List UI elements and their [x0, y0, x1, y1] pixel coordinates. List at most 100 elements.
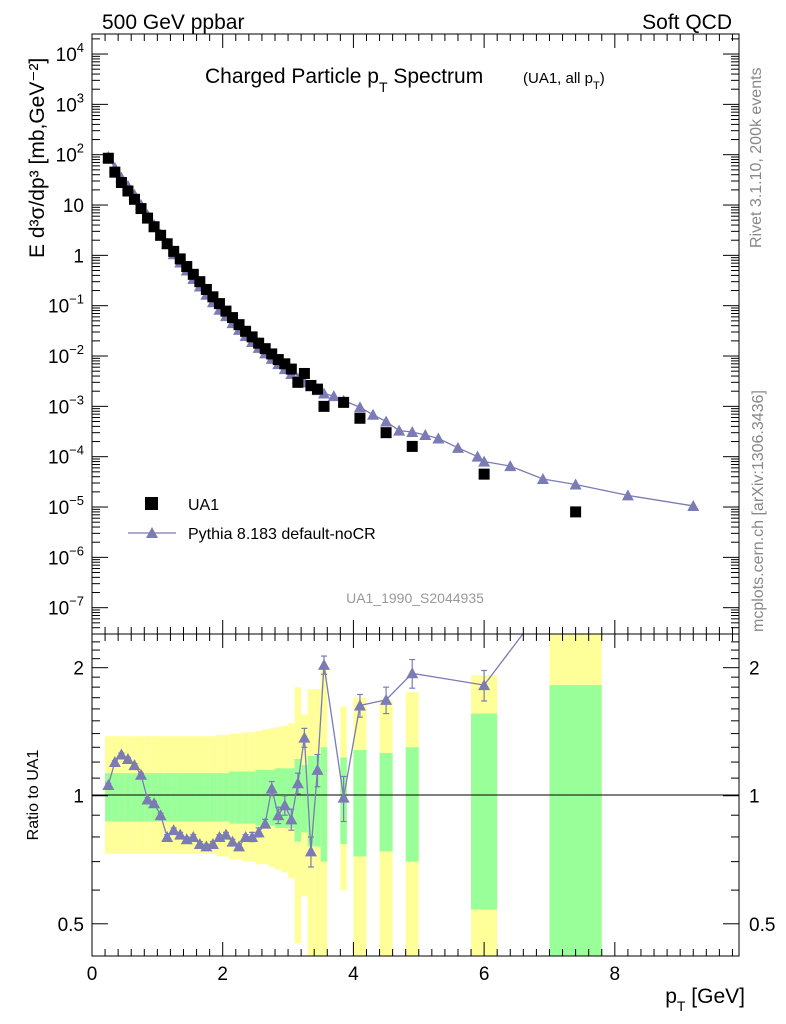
ratio-point: [128, 759, 141, 771]
band-inner: [261, 769, 269, 826]
ratio-y-tick-label: 2: [73, 659, 84, 680]
ua1-point: [200, 283, 212, 295]
header-left: 500 GeV ppbar: [102, 11, 244, 34]
ratio-point: [226, 835, 239, 847]
chart-subtitle: (UA1, all pT): [523, 70, 605, 92]
pythia-point: [327, 390, 340, 402]
band-inner: [196, 773, 204, 822]
ua1-point: [259, 343, 271, 355]
ratio-y-tick-label-right: 1: [749, 787, 760, 808]
header-right: Soft QCD: [642, 11, 732, 34]
legend-ua1-marker: [145, 497, 158, 510]
ratio-point: [337, 791, 350, 803]
y-tick-label: 1: [73, 246, 84, 267]
pythia-point: [318, 387, 331, 399]
ua1-point: [570, 506, 582, 518]
band-inner: [379, 753, 393, 852]
ratio-point: [115, 748, 128, 760]
ua1-point: [380, 427, 392, 439]
band-inner: [190, 773, 197, 822]
main-frame: [91, 33, 740, 635]
y-tick-label: 102: [56, 141, 84, 167]
ratio-ylabel: Ratio to UA1: [25, 750, 42, 841]
rivet-label: Rivet 3.1.10, 200k events: [748, 67, 765, 248]
ratio-y-tick-label-right: 2: [749, 659, 760, 680]
band-inner: [248, 771, 256, 824]
ratio-point: [108, 756, 121, 768]
band-inner: [314, 755, 321, 847]
ratio-point: [187, 830, 200, 842]
band-inner: [301, 765, 308, 833]
ratio-panel: 0 2 4 6 8 0.5 0.5 1 1 2 2 Ratio to UA1 pT [GeV]: [25, 558, 775, 1014]
ratio-point: [353, 699, 366, 711]
ratio-point: [318, 658, 331, 670]
legend-pythia-label: Pythia 8.183 default-noCR: [188, 526, 376, 543]
ratio-point: [174, 828, 187, 840]
ratio-y-tick-label: 1: [73, 787, 84, 808]
ratio-point: [148, 797, 161, 809]
ua1-point: [155, 229, 167, 241]
ua1-point: [279, 358, 291, 370]
band-inner: [268, 769, 275, 826]
ratio-point: [259, 817, 272, 829]
y-tick-label: 10−2: [48, 342, 84, 368]
band-inner: [294, 758, 302, 842]
x-tick-label: 6: [479, 964, 490, 985]
band-inner: [170, 773, 177, 822]
ua1-point: [233, 319, 245, 331]
pythia-line: [107, 156, 694, 507]
ratio-point: [233, 840, 246, 852]
ua1-point: [122, 185, 134, 197]
pythia-point: [536, 473, 549, 485]
ua1-point: [311, 383, 323, 395]
legend-ua1-label: UA1: [188, 497, 219, 514]
ratio-point: [121, 752, 134, 764]
y-tick-label: 103: [56, 90, 84, 116]
band-inner: [111, 773, 119, 822]
ua1-point: [174, 253, 186, 265]
ratio-point: [265, 782, 278, 794]
band-inner: [157, 773, 164, 822]
ratio-point: [167, 824, 180, 836]
band-inner: [176, 773, 184, 822]
ua1-point: [338, 396, 350, 408]
band-inner: [255, 769, 262, 826]
legend-pythia-marker: [146, 527, 158, 538]
band-inner: [203, 773, 210, 822]
ua1-point: [240, 325, 252, 337]
ua1-point: [102, 152, 114, 164]
band-inner: [320, 747, 328, 862]
x-tick-label: 4: [348, 964, 359, 985]
mcplots-label: mcplots.cern.ch [arXiv:1306.3436]: [750, 390, 767, 632]
ua1-point: [142, 212, 154, 224]
x-tick-label: 2: [217, 964, 228, 985]
ua1-point: [220, 305, 232, 317]
pythia-point: [353, 401, 366, 413]
ua1-point: [207, 291, 219, 303]
pythia-point: [451, 441, 464, 453]
band-inner: [131, 773, 138, 822]
band-inner: [471, 713, 498, 910]
ratio-point: [193, 838, 206, 850]
pythia-point: [380, 415, 393, 427]
band-inner: [235, 771, 243, 824]
pythia-point: [367, 408, 380, 420]
y-tick-label: 10−4: [48, 443, 84, 469]
band-inner: [549, 685, 602, 956]
pythia-point: [471, 450, 484, 462]
ratio-point: [570, 558, 582, 569]
pythia-point: [478, 455, 491, 467]
main-ylabel: E d³σ/dp³ [mb,GeV⁻²]: [26, 58, 49, 258]
ratio-point: [102, 778, 115, 790]
ua1-point: [128, 193, 140, 205]
ua1-point: [194, 276, 206, 288]
ratio-point: [141, 793, 154, 805]
y-tick-label: 10−6: [48, 543, 84, 569]
band-inner: [229, 771, 236, 824]
ua1-point: [109, 166, 121, 178]
ua1-point: [168, 245, 180, 257]
ua1-point: [266, 348, 278, 360]
ua1-point: [285, 363, 297, 375]
band-inner: [288, 768, 295, 828]
ratio-point: [135, 768, 148, 780]
